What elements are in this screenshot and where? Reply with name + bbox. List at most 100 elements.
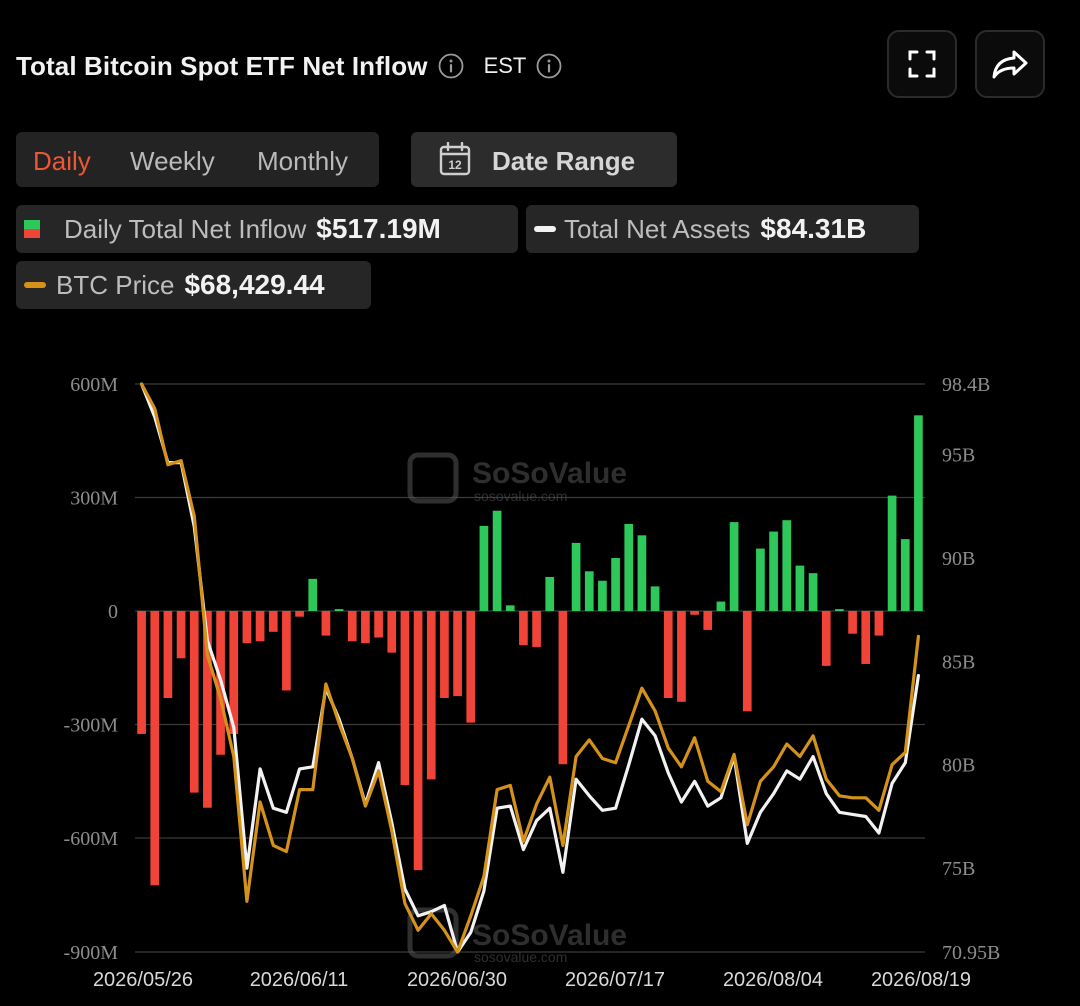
tab-daily[interactable]: Daily	[33, 146, 91, 176]
x-tick-label: 2026/07/17	[565, 969, 665, 991]
legend-assets-value: $84.31B	[760, 213, 867, 244]
inflow-bar	[624, 523, 634, 611]
fullscreen-icon	[908, 50, 936, 78]
inflow-bar	[295, 611, 304, 617]
inflow-bar	[690, 611, 699, 615]
share-icon	[992, 50, 1028, 79]
inflow-bar	[466, 611, 476, 723]
inflow-bar	[255, 611, 265, 642]
y-right-tick-label: 80B	[942, 755, 975, 777]
inflow-bar	[874, 611, 884, 636]
inflow-bar	[756, 548, 765, 611]
inflow-bar	[795, 565, 805, 611]
inflow-bar	[189, 611, 199, 793]
y-right-tick-label: 95B	[942, 444, 975, 466]
y-right-tick-label: 90B	[942, 548, 975, 570]
btc-price-line	[140, 382, 920, 954]
inflow-bar	[440, 611, 449, 699]
inflow-bar	[387, 611, 397, 653]
fullscreen-button[interactable]	[887, 30, 957, 98]
y-left-tick-label: -900M	[64, 942, 119, 964]
inflow-bar	[545, 576, 555, 611]
inflow-bar	[729, 522, 739, 611]
inflow-bar	[716, 601, 726, 611]
inflow-bar	[150, 611, 160, 886]
legend-inflow-value: $517.19M	[316, 213, 441, 244]
legend-price[interactable]: BTC Price $68,429.44	[16, 261, 371, 309]
inflow-bar	[321, 611, 331, 636]
timezone-info-icon[interactable]	[536, 53, 562, 79]
y-left-tick-label: 600M	[70, 374, 118, 396]
legend-assets[interactable]: Total Net Assets $84.31B	[526, 205, 919, 253]
inflow-bar	[598, 580, 607, 611]
tab-monthly[interactable]: Monthly	[257, 146, 349, 176]
legend-price-label: BTC Price	[56, 269, 175, 300]
x-tick-label: 2026/05/26	[93, 969, 193, 991]
grid-lines	[135, 383, 925, 953]
series-lines	[140, 382, 920, 954]
date-range-label: Date Range	[492, 146, 636, 176]
inflow-bar	[769, 531, 778, 611]
watermark-top-site: sosovalue.com	[474, 488, 567, 504]
inflow-bar	[268, 611, 278, 632]
inflow-bar	[426, 611, 436, 780]
inflow-bar	[413, 611, 423, 871]
inflow-bar	[835, 609, 844, 611]
inflow-bar	[374, 611, 383, 638]
inflow-bar	[742, 611, 752, 712]
date-range-button[interactable]: 12 Date Range	[411, 132, 677, 187]
legend-assets-swatch	[534, 226, 556, 232]
y-right-tick-label: 98.4B	[942, 374, 990, 396]
watermarks: SoSoValue sosovalue.com SoSoValue sosova…	[407, 452, 627, 965]
inflow-bar	[334, 609, 344, 611]
inflow-bar	[229, 611, 239, 734]
watermark-top-brand: SoSoValue	[472, 457, 627, 490]
timezone-label: EST	[483, 53, 527, 78]
inflow-bar	[703, 611, 713, 630]
inflow-bar	[361, 611, 370, 644]
inflow-bar	[637, 535, 647, 611]
inflow-bar	[137, 611, 146, 734]
watermark-bottom: SoSoValue sosovalue.com	[407, 907, 627, 965]
inflow-bar	[242, 611, 252, 644]
tab-weekly[interactable]: Weekly	[130, 146, 215, 176]
inflow-bar	[479, 525, 489, 611]
inflow-bar	[558, 611, 568, 765]
y-left-tick-label: 300M	[70, 488, 118, 510]
inflow-bar	[677, 611, 686, 702]
inflow-bar	[492, 510, 502, 611]
inflow-bar	[861, 611, 871, 664]
x-tick-label: 2026/08/04	[723, 969, 823, 991]
legend-assets-label: Total Net Assets	[564, 213, 751, 244]
info-icon[interactable]	[438, 53, 464, 79]
chart-title: Total Bitcoin Spot ETF Net Inflow	[16, 50, 428, 81]
inflow-bar	[782, 520, 792, 611]
inflow-bar	[347, 611, 357, 642]
inflow-bar	[584, 571, 594, 611]
inflow-bar	[400, 611, 410, 786]
legend-inflow[interactable]: Daily Total Net Inflow $517.19M	[16, 205, 518, 253]
watermark-top: SoSoValue sosovalue.com	[407, 452, 627, 504]
inflow-bar	[887, 495, 897, 611]
calendar-icon-day: 12	[448, 158, 462, 172]
inflow-bar	[900, 539, 910, 611]
x-tick-label: 2026/08/19	[871, 969, 971, 991]
inflow-bar	[203, 611, 212, 808]
inflow-bar	[571, 542, 581, 611]
inflow-bar	[308, 578, 318, 611]
y-left-tick-label: -600M	[64, 828, 119, 850]
inflow-bar	[505, 605, 515, 611]
inflow-bar	[453, 611, 462, 697]
inflow-bar	[808, 573, 818, 611]
total-net-assets-line	[140, 382, 920, 954]
share-button[interactable]	[975, 30, 1045, 98]
legend-inflow-label: Daily Total Net Inflow	[64, 213, 307, 244]
inflow-bars	[137, 415, 923, 886]
y-left-tick-label: 0	[108, 601, 118, 623]
inflow-bar	[914, 415, 923, 611]
watermark-bottom-site: sosovalue.com	[474, 949, 567, 965]
inflow-bar	[163, 611, 173, 699]
inflow-bar	[848, 611, 857, 634]
calendar-icon: 12	[439, 142, 471, 176]
